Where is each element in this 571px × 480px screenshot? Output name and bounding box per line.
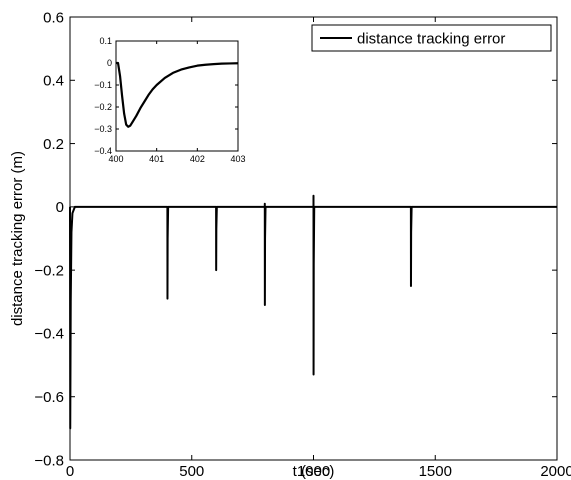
y-tick-label: −0.4 <box>34 326 64 343</box>
y-tick-label: −0.2 <box>34 262 64 279</box>
x-tick-label: 401 <box>149 154 164 164</box>
series-line <box>116 61 239 128</box>
x-tick-label: 500 <box>179 463 204 480</box>
x-tick-label: 403 <box>230 154 245 164</box>
x-tick-label: 402 <box>190 154 205 164</box>
y-tick-label: 0.4 <box>43 73 64 90</box>
x-tick-label: 1000 <box>297 463 330 480</box>
y-tick-label: −0.4 <box>94 146 112 156</box>
y-tick-label: −0.3 <box>94 124 112 134</box>
main-series-layer <box>69 194 557 430</box>
y-axis-label: distance tracking error (m) <box>9 151 26 326</box>
series-line <box>69 194 557 430</box>
y-tick-label: −0.8 <box>34 452 64 469</box>
inset-x-axis: 400 401 402 403 <box>108 41 246 164</box>
x-axis-label: t (sec) <box>293 463 335 480</box>
x-tick-label: 2000 <box>540 463 571 480</box>
x-tick-label: 1500 <box>419 463 452 480</box>
main-y-axis: 0.6 0.4 0.2 0 −0.2 −0.4 −0.6 −0.8 <box>34 9 557 469</box>
x-tick-label: 400 <box>108 154 123 164</box>
y-tick-label: 0.1 <box>99 36 112 46</box>
y-tick-label: 0 <box>107 58 112 68</box>
legend: distance tracking error <box>311 24 552 52</box>
y-tick-label: −0.1 <box>94 80 112 90</box>
main-x-axis: 0 500 1000 1500 2000 <box>66 17 571 480</box>
y-tick-label: −0.6 <box>34 389 64 406</box>
inset-plot-frame <box>115 40 239 152</box>
legend-entry: distance tracking error <box>357 31 505 48</box>
y-tick-label: 0 <box>56 199 64 216</box>
inset-plot: 400 401 402 403 0.1 0 −0.1 −0.2 −0.3 −0.4 <box>94 36 245 164</box>
inset-series-layer <box>116 61 239 128</box>
inset-plot-area <box>116 41 238 151</box>
y-tick-label: −0.2 <box>94 102 112 112</box>
inset-y-axis: 0.1 0 −0.1 −0.2 −0.3 −0.4 <box>94 36 238 156</box>
x-tick-label: 0 <box>66 463 74 480</box>
y-tick-label: 0.6 <box>43 9 64 26</box>
y-tick-label: 0.2 <box>43 136 64 153</box>
